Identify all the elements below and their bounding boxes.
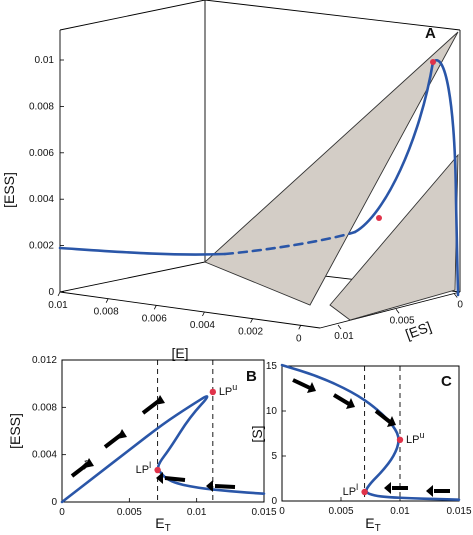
flow-arrows-c <box>292 378 450 497</box>
y-axis-label-b: [ESS] <box>7 413 23 449</box>
z-tick-label: 0 <box>48 287 54 298</box>
z-tick-label: 0.008 <box>29 101 54 112</box>
limit-point-label: LPu <box>219 382 237 398</box>
plane-front <box>329 153 459 321</box>
x-tick-mark <box>57 291 61 297</box>
limit-point-a-lower <box>376 215 382 221</box>
limit-point-marker <box>361 488 368 496</box>
curve-a-unstable <box>223 230 357 256</box>
panel-c-ticks: 0 0.005 0.01 0.015 0 5 10 15 <box>266 361 472 517</box>
y-tick-label: 10 <box>266 406 278 417</box>
y-tick-label: 0.004 <box>32 450 57 461</box>
arrow-b-4 <box>164 476 186 482</box>
arrow-c-3 <box>374 409 392 424</box>
flow-arrows-b <box>70 395 236 492</box>
x-tick-label: 0.015 <box>446 506 471 517</box>
x-tick-mark <box>250 318 253 323</box>
panel-label-c: C <box>441 373 452 390</box>
limit-point-label: LPl <box>136 460 151 476</box>
panel-label-a: A <box>425 25 436 42</box>
x-tick-label: 0.004 <box>190 320 215 331</box>
limit-point-label: LPu <box>406 430 424 446</box>
y-tick-label: 15 <box>266 361 278 372</box>
limit-point-label: LPl <box>343 482 358 498</box>
series-b-line <box>60 395 266 504</box>
x-tick-label: 0.01 <box>390 506 410 517</box>
x-tick-label: 0 <box>279 506 285 517</box>
floor-right-edge <box>319 291 461 329</box>
z-tick-label: 0.004 <box>29 194 54 205</box>
z-tick-label: 0.006 <box>29 148 54 159</box>
curve-a-stable-left <box>58 246 227 256</box>
x-axis-ticks: 0.01 0.008 0.006 0.004 0.002 0 <box>48 291 302 344</box>
x-tick-label: 0.005 <box>328 506 353 517</box>
x-tick-mark <box>153 305 157 310</box>
z-axis-ticks: 0 0.002 0.004 0.006 0.008 0.01 <box>29 55 64 298</box>
x-tick-label: 0.01 <box>48 300 68 311</box>
y-tick-label: 0.01 <box>334 331 354 342</box>
y-tick-label: 0.012 <box>32 355 57 366</box>
arrow-c-2 <box>332 393 351 406</box>
x-tick-mark <box>298 325 302 330</box>
x-tick-label: 0.005 <box>117 507 142 518</box>
x-tick-label: 0.015 <box>251 507 276 518</box>
z-tick-label: 0.002 <box>29 241 54 252</box>
y-axis-ticks: 0.01 0.005 0 <box>334 293 463 342</box>
x-tick-label: 0.008 <box>94 307 119 318</box>
y-tick-mark <box>453 293 458 298</box>
back-top-edge <box>204 0 461 31</box>
limit-point-a-upper <box>430 59 436 65</box>
x-tick-mark <box>202 311 205 317</box>
panel-label-b: B <box>246 368 257 385</box>
limit-point-marker <box>154 466 161 474</box>
y-tick-label: 0.005 <box>390 315 415 326</box>
plane-back <box>204 31 459 306</box>
floor-front-edge <box>59 291 321 329</box>
series-c-line <box>280 363 461 501</box>
y-tick-label: 5 <box>271 451 277 462</box>
y-tick-label: 0 <box>271 496 277 507</box>
x-tick-mark <box>105 298 109 303</box>
arrow-c-1 <box>292 378 311 390</box>
x-axis-label-c: ET <box>365 515 380 534</box>
limit-point-marker <box>396 436 404 443</box>
x-tick-label: 0.006 <box>142 313 167 324</box>
curve-a-upper <box>353 59 460 297</box>
y-tick-mark <box>395 309 400 314</box>
y-tick-label: 0 <box>51 497 57 508</box>
plot-frame-b <box>61 359 265 503</box>
plot-frame-c <box>281 365 460 502</box>
limit-point-marker <box>209 388 217 396</box>
x-tick-label: 0.01 <box>187 507 207 518</box>
arrow-b-5 <box>214 484 236 489</box>
panel-a: 0 0.002 0.004 0.006 0.008 0.01 0.01 0.008 0.006… <box>1 0 463 361</box>
x-axis-label-b: ET <box>155 515 170 534</box>
x-tick-label: 0.002 <box>238 327 263 338</box>
y-tick-mark <box>337 324 342 330</box>
x-axis-label: [E] <box>171 345 188 361</box>
x-tick-label: 0 <box>59 507 65 518</box>
y-axis-label-c: [S] <box>249 425 265 442</box>
z-axis-label: [ESS] <box>1 172 17 208</box>
z-tick-label: 0.01 <box>35 55 55 66</box>
x-tick-label: 0 <box>296 333 302 344</box>
y-tick-label: 0.008 <box>32 402 57 413</box>
y-tick-label: 0 <box>457 300 463 311</box>
